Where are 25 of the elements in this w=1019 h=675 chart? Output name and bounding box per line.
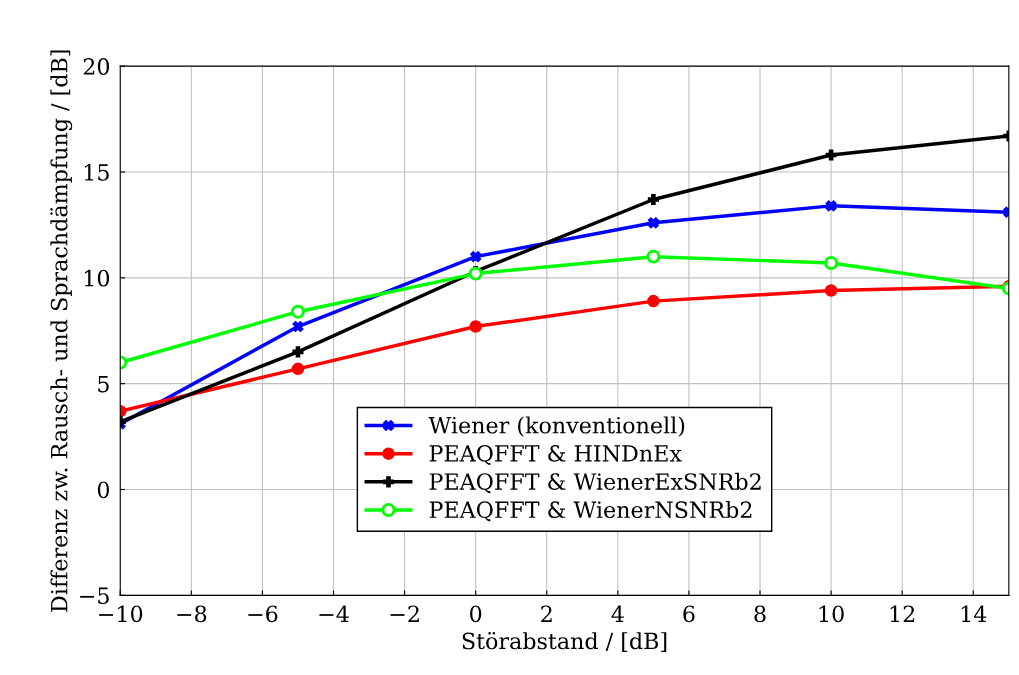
y-tick-label: 0 — [97, 481, 110, 499]
x-tick-label: 0 — [470, 605, 482, 623]
y-tick-label: 15 — [84, 163, 109, 181]
y-tick-label: 20 — [83, 58, 110, 75]
x-axis-title: Störabstand / [dB] — [462, 632, 667, 652]
x-tick-label: 6 — [683, 605, 695, 623]
legend-label: Wiener (konventionell) — [428, 416, 685, 437]
legend-label: PEAQFFT & HINDnEx — [429, 444, 682, 466]
x-tick-label: −2 — [390, 605, 419, 622]
x-tick-label: −6 — [248, 605, 278, 623]
x-tick-label: 2 — [541, 605, 552, 622]
x-tick-label: 4 — [611, 605, 624, 622]
x-tick-label: −10 — [99, 605, 143, 623]
y-axis-title: Differenz zw. Rausch- und Sprachdämpfung / [dB] — [50, 50, 73, 612]
legend-label: PEAQFFT & WienerNSNRb2 — [429, 500, 752, 522]
x-tick-label: 8 — [754, 605, 766, 623]
y-tick-label: 10 — [84, 269, 110, 287]
legend-label: PEAQFFT & WienerExSNRb2 — [429, 472, 761, 494]
x-tick-label: −4 — [319, 605, 349, 622]
y-tick-label: 5 — [98, 375, 109, 393]
x-tick-label: 14 — [961, 605, 987, 622]
y-tick-label: −5 — [80, 587, 109, 605]
x-tick-label: 10 — [819, 605, 844, 623]
x-tick-label: 12 — [890, 605, 915, 622]
x-tick-label: −8 — [177, 605, 207, 623]
